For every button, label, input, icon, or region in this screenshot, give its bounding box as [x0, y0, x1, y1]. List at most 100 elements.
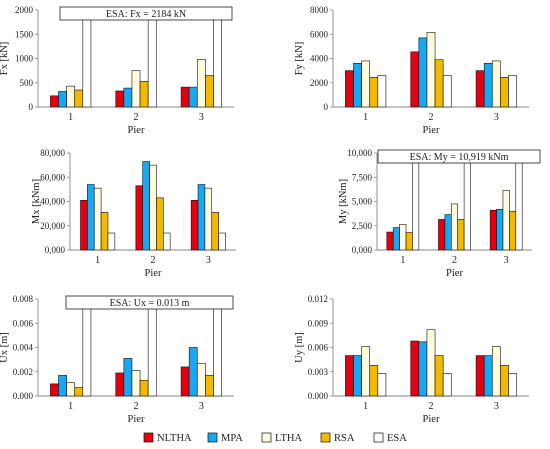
- bar-ltha-pier-2: [426, 32, 436, 108]
- bar-esa-pier-2: [147, 298, 157, 397]
- y-tick-label: 0.009: [308, 318, 329, 328]
- bar-esa-pier-2: [463, 152, 471, 251]
- y-tick-label: 0.003: [308, 367, 329, 377]
- annotation-box: [377, 149, 541, 164]
- y-tick-label: 0.000: [308, 391, 329, 401]
- legend-swatch-rsa: [320, 432, 331, 443]
- x-tick-label: 1: [68, 401, 73, 412]
- bar-rsa-pier-1: [369, 76, 379, 108]
- bar-nltha-pier-3: [489, 209, 497, 251]
- x-axis-label: Pier: [446, 268, 463, 279]
- legend-label-rsa: RSA: [334, 433, 355, 444]
- bar-mpa-pier-3: [496, 208, 504, 251]
- x-tick-label: 3: [199, 401, 204, 412]
- bar-rsa-pier-2: [139, 81, 149, 108]
- bar-mpa-pier-3: [188, 86, 198, 108]
- bar-mpa-pier-1: [353, 63, 362, 108]
- legend-label-ltha: LTHA: [275, 433, 302, 444]
- annotation-text: ESA: Fx = 2184 kN: [106, 9, 186, 20]
- bar-rsa-pier-1: [405, 232, 413, 251]
- bar-rsa-pier-3: [205, 375, 214, 397]
- bar-esa-pier-3: [213, 9, 222, 108]
- y-tick-label: 0.004: [13, 343, 34, 353]
- bar-mpa-pier-3: [483, 355, 493, 397]
- bar-ltha-pier-3: [491, 346, 501, 397]
- chart-panel-3: 0,000 20,000 40,000 60,000 80,000 1 2 3 Pier Mx […: [31, 148, 236, 279]
- y-tick-label: 0,000: [45, 245, 66, 255]
- y-tick-label: 2000: [310, 78, 329, 88]
- y-tick-label: 4000: [310, 54, 329, 64]
- bar-esa-pier-1: [377, 373, 387, 397]
- y-axis-label: My [kNm]: [338, 179, 349, 224]
- x-tick-label: 1: [68, 112, 73, 123]
- bar-rsa-pier-3: [211, 212, 219, 251]
- bar-rsa-pier-2: [457, 219, 465, 251]
- bar-rsa-pier-1: [74, 89, 84, 108]
- y-tick-label: 0.008: [13, 294, 34, 304]
- y-tick-label: 0: [324, 102, 329, 112]
- x-tick-label: 3: [494, 401, 499, 412]
- x-tick-label: 2: [134, 112, 139, 123]
- y-tick-label: 1000: [15, 54, 34, 64]
- y-tick-label: 7,500: [352, 172, 373, 182]
- bar-nltha-pier-2: [438, 219, 446, 251]
- legend-swatch-esa: [373, 432, 384, 443]
- bar-esa-pier-1: [377, 75, 387, 108]
- bar-nltha-pier-3: [180, 86, 190, 108]
- bar-nltha-pier-1: [345, 355, 354, 397]
- bar-esa-pier-1: [107, 232, 116, 251]
- bar-esa-pier-3: [218, 232, 226, 251]
- y-tick-label: 0.012: [308, 294, 328, 304]
- bar-ltha-pier-3: [204, 187, 213, 251]
- bar-ltha-pier-2: [450, 203, 459, 251]
- y-tick-label: 5,000: [352, 197, 373, 207]
- bar-nltha-pier-1: [345, 70, 354, 108]
- bar-rsa-pier-1: [100, 212, 109, 251]
- bar-nltha-pier-3: [475, 355, 485, 397]
- bar-mpa-pier-2: [418, 37, 428, 108]
- bar-ltha-pier-2: [149, 164, 157, 251]
- bar-esa-pier-1: [412, 152, 420, 251]
- x-tick-label: 1: [95, 255, 100, 266]
- x-tick-label: 2: [452, 255, 457, 266]
- bar-esa-pier-3: [213, 298, 222, 397]
- bar-mpa-pier-2: [142, 161, 150, 251]
- x-tick-label: 2: [429, 112, 434, 123]
- y-tick-label: 0.006: [308, 343, 329, 353]
- bar-rsa-pier-3: [500, 76, 509, 108]
- bar-ltha-pier-1: [361, 346, 371, 397]
- bar-mpa-pier-1: [58, 91, 67, 108]
- y-tick-label: 8000: [310, 5, 329, 15]
- bar-nltha-pier-2: [115, 90, 125, 108]
- bar-rsa-pier-2: [434, 59, 444, 108]
- bar-esa-pier-2: [442, 373, 452, 397]
- bar-mpa-pier-2: [418, 341, 428, 397]
- annotation-text: ESA: Ux = 0.013 m: [110, 298, 190, 309]
- bar-rsa-pier-2: [434, 355, 444, 397]
- bar-nltha-pier-2: [410, 51, 420, 108]
- bar-nltha-pier-1: [80, 199, 88, 251]
- bar-nltha-pier-1: [50, 383, 59, 397]
- bar-mpa-pier-1: [392, 227, 400, 251]
- bar-rsa-pier-3: [509, 210, 517, 251]
- chart-panel-4: 0,000 2,500 5,000 7,500 10,000 1 2 3 Pier My [kNm…: [338, 148, 541, 279]
- bar-mpa-pier-3: [483, 63, 493, 108]
- y-tick-label: 6000: [310, 29, 329, 39]
- y-axis-label: Ux [m]: [0, 332, 10, 363]
- bar-esa-pier-3: [508, 75, 517, 108]
- bar-ltha-pier-1: [66, 85, 76, 108]
- y-axis-label: Mx [kNm]: [31, 179, 42, 224]
- x-tick-label: 2: [429, 401, 434, 412]
- x-tick-label: 3: [199, 112, 204, 123]
- bar-mpa-pier-2: [123, 87, 133, 108]
- chart-panel-6: 0.000 0.003 0.006 0.009 0.012 1 2 3 Pier Uy [m]: [294, 294, 529, 425]
- x-axis-label: Pier: [423, 125, 440, 136]
- bar-mpa-pier-1: [353, 355, 362, 397]
- bar-rsa-pier-3: [500, 364, 509, 397]
- bar-esa-pier-1: [82, 9, 92, 108]
- bar-ltha-pier-3: [491, 60, 501, 108]
- bar-ltha-pier-3: [196, 362, 206, 397]
- bar-esa-pier-1: [82, 298, 92, 397]
- bar-esa-pier-3: [508, 373, 517, 397]
- legend-swatch-nltha: [143, 432, 154, 443]
